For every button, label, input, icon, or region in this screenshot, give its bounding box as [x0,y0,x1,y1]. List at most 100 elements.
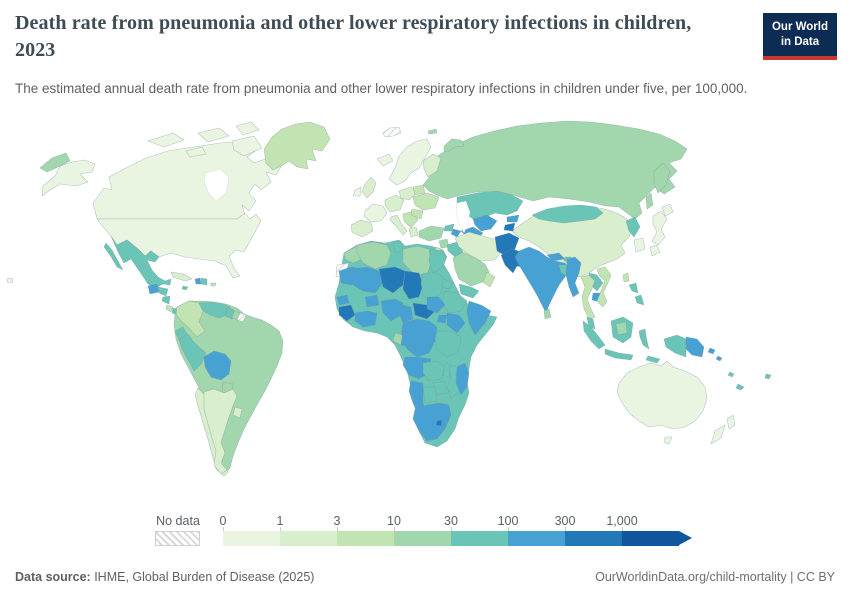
region-novaya-zemlya[interactable] [443,138,465,153]
region-burkina-faso[interactable] [364,294,380,308]
region-greenland[interactable] [263,121,331,171]
region-baffin-island[interactable] [231,135,263,157]
legend-swatch-10-30[interactable] [394,527,451,546]
legend-swatch-1000-plus[interactable] [622,527,679,546]
region-vanuatu[interactable] [727,371,735,378]
legend-no-data-swatch[interactable] [155,531,200,546]
region-italy[interactable] [389,214,408,236]
region-congo[interactable] [400,330,412,348]
region-malawi[interactable] [442,362,452,378]
region-arctic-islands[interactable] [185,146,207,158]
region-hawaii[interactable] [6,277,14,284]
region-botswana[interactable] [422,386,438,404]
owid-logo[interactable]: Our World in Data [762,13,837,60]
region-sakhalin[interactable] [645,192,654,210]
region-arctic-islands[interactable] [147,132,185,148]
region-iberia[interactable] [350,219,374,238]
region-romania[interactable] [410,208,424,220]
region-india[interactable] [514,246,570,314]
region-sulawesi[interactable] [638,328,650,350]
region-oman[interactable] [482,271,496,288]
region-mexico[interactable] [110,235,172,289]
region-franz-josef-land[interactable] [427,128,438,135]
region-haiti[interactable] [194,277,202,285]
legend-swatch-3-10[interactable] [337,527,394,546]
region-bolivia[interactable] [203,350,232,381]
region-thailand[interactable] [580,274,596,320]
region-puerto-rico[interactable] [210,282,217,287]
region-new-caledonia[interactable] [735,383,745,391]
region-madagascar[interactable] [455,362,470,396]
region-south-sudan[interactable] [426,296,446,314]
region-ivory-coast-ghana-benin[interactable] [354,310,378,328]
legend-swatch-100-300[interactable] [508,527,565,546]
region-scandinavia[interactable] [388,138,432,186]
region-sri-lanka[interactable] [543,308,552,320]
region-uruguay[interactable] [232,406,243,419]
region-south-africa[interactable] [412,402,452,442]
region-japan[interactable] [651,210,668,246]
region-jamaica[interactable] [181,285,189,291]
region-kalimantan[interactable] [615,321,628,336]
region-ukraine[interactable] [412,192,440,211]
region-guinea-sierra-leone[interactable] [338,304,356,322]
region-canada[interactable] [92,140,283,220]
region-chukotka[interactable] [39,152,71,173]
region-costa-rica[interactable] [165,304,174,313]
region-solomon-islands[interactable] [715,355,723,362]
region-french-guiana[interactable] [236,312,247,323]
region-new-zealand-north[interactable] [726,414,736,430]
region-iran[interactable] [454,231,502,262]
region-senegal[interactable] [336,294,350,306]
region-ecuador[interactable] [174,326,188,341]
region-vietnam[interactable] [596,266,612,308]
region-tunisia[interactable] [392,240,404,254]
owid-url-link[interactable]: OurWorldinData.org/child-mortality [595,570,787,584]
region-fiji[interactable] [764,373,772,380]
region-libya[interactable] [402,245,432,276]
region-belarus[interactable] [412,184,426,196]
region-philippines[interactable] [628,282,639,294]
region-uzbekistan[interactable] [472,214,498,232]
region-tasmania[interactable] [663,436,673,445]
region-kyrgyzstan[interactable] [506,214,520,223]
region-mongolia[interactable] [531,204,604,224]
region-kamchatka[interactable] [653,162,671,194]
region-united-kingdom[interactable] [361,176,377,199]
region-uganda[interactable] [436,314,448,324]
region-chad[interactable] [402,270,424,300]
region-yemen[interactable] [458,283,480,299]
region-japan[interactable] [649,244,661,257]
region-argentina[interactable] [203,388,238,475]
region-japan[interactable] [661,203,674,217]
region-zambia[interactable] [422,360,446,382]
region-alaska[interactable] [41,159,96,197]
region-sumatra[interactable] [582,320,606,350]
region-colombia[interactable] [175,300,206,338]
region-taiwan[interactable] [622,272,630,283]
region-australia[interactable] [616,360,708,430]
region-north-korea[interactable] [625,216,641,238]
region-honduras[interactable] [157,286,169,297]
region-poland-baltics[interactable] [398,186,418,201]
region-arctic-islands[interactable] [197,127,230,143]
region-timor[interactable] [645,355,661,364]
region-papua-new-guinea[interactable] [685,336,705,358]
region-cameroon[interactable] [398,304,414,324]
region-philippines[interactable] [634,294,645,306]
region-greece[interactable] [408,226,419,238]
region-kenya[interactable] [446,312,466,334]
region-algeria[interactable] [356,241,392,270]
region-finland[interactable] [422,153,442,178]
region-guatemala[interactable] [147,283,160,295]
region-dominican-republic[interactable] [200,277,208,286]
region-lesotho[interactable] [435,419,443,427]
region-france[interactable] [363,203,388,223]
region-arctic-islands[interactable] [235,121,260,136]
region-svalbard[interactable] [382,126,402,138]
region-solomon-islands[interactable] [707,347,716,355]
region-tajikistan[interactable] [503,222,516,232]
region-somalia[interactable] [466,300,492,336]
region-guyana[interactable] [224,306,235,320]
region-java[interactable] [604,348,634,361]
